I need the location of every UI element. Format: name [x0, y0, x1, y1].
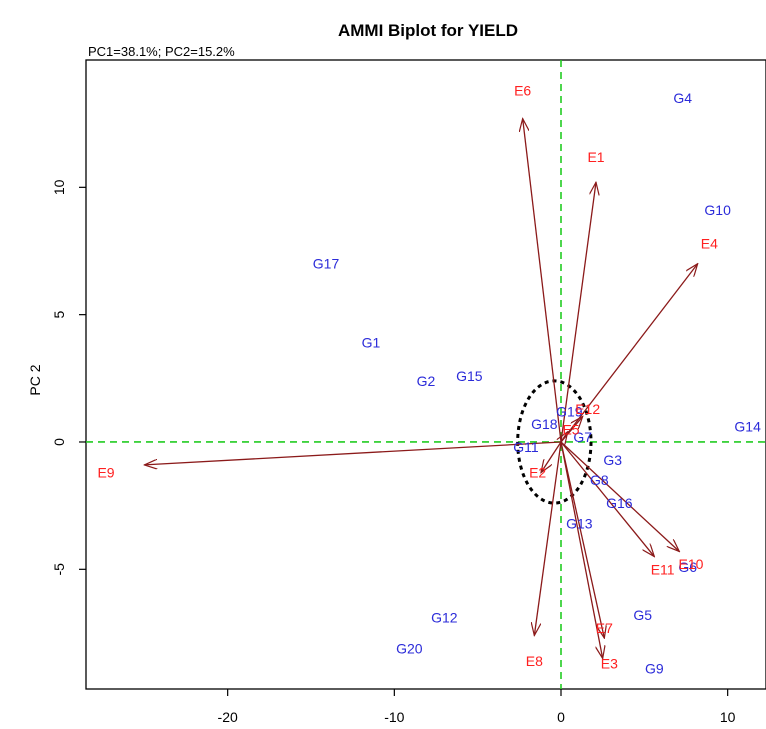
y-tick-label: -5: [51, 563, 67, 576]
genotype-label-g10: G10: [704, 202, 731, 218]
y-tick-label: 0: [51, 438, 67, 446]
x-tick-label: 10: [720, 709, 736, 725]
environment-label-e3: E3: [601, 656, 618, 672]
environment-label-e12: E12: [575, 401, 600, 417]
vector-e11: [560, 441, 654, 557]
chart-subtitle: PC1=38.1%; PC2=15.2%: [88, 44, 235, 59]
reference-lines: [86, 60, 766, 689]
genotype-label-g11: G11: [513, 439, 539, 455]
vector-e2: [541, 441, 562, 473]
genotype-label-g15: G15: [456, 368, 483, 384]
genotype-label-g9: G9: [645, 661, 664, 677]
vector-e4: [560, 264, 698, 443]
genotype-label-g19: G19: [556, 403, 583, 419]
y-tick-label: 10: [51, 179, 67, 195]
vector-e3: [560, 441, 603, 658]
genotype-label-g7: G7: [573, 429, 592, 445]
genotype-label-g4: G4: [673, 90, 692, 106]
chart-title: AMMI Biplot for YIELD: [338, 21, 518, 40]
genotype-labels: G1 G2 G3 G4 G5 G6 G7 G8 G9 G10 G11 G12 G13 G14 G15 G16 G…: [313, 90, 761, 676]
genotype-label-g13: G13: [566, 515, 593, 531]
genotype-label-g1: G1: [362, 335, 381, 351]
genotype-label-g8: G8: [590, 472, 609, 488]
x-tick-label: 0: [557, 709, 565, 725]
environment-label-e5: E5: [562, 421, 579, 437]
environment-label-e1: E1: [587, 149, 604, 165]
environment-label-e2: E2: [529, 465, 546, 481]
vector-e12: [560, 417, 583, 443]
genotype-label-g17: G17: [313, 256, 340, 272]
y-tick-label: 5: [51, 311, 67, 319]
y-axis: 10 5 0 -5: [51, 179, 86, 576]
vector-e8: [534, 441, 562, 636]
genotype-label-g20: G20: [396, 640, 423, 656]
genotype-label-g16: G16: [606, 495, 633, 511]
genotype-label-g5: G5: [633, 607, 652, 623]
plot-frame: [85, 59, 766, 690]
vector-e6: [523, 119, 562, 443]
genotype-label-g14: G14: [734, 419, 761, 435]
environment-label-e4: E4: [701, 235, 718, 251]
x-tick-label: -10: [384, 709, 404, 725]
vector-e9: [144, 441, 562, 465]
vector-e7: [560, 441, 604, 638]
genotype-label-g2: G2: [417, 373, 436, 389]
genotype-label-g3: G3: [603, 452, 622, 468]
x-axis: -20 -10 0 10: [218, 689, 736, 725]
vector-e1: [560, 182, 596, 443]
environment-label-e11: E11: [651, 561, 675, 577]
environment-label-e6: E6: [514, 83, 531, 99]
genotype-label-g6: G6: [678, 559, 697, 575]
environment-label-e8: E8: [526, 653, 543, 669]
genotype-label-g18: G18: [531, 416, 558, 432]
environment-label-e7: E7: [596, 620, 613, 636]
environment-vectors: [144, 119, 697, 659]
x-tick-label: -20: [218, 709, 238, 725]
vector-e10: [560, 441, 679, 552]
genotype-label-g12: G12: [431, 610, 458, 626]
environment-label-e9: E9: [97, 465, 114, 481]
y-axis-label: PC 2: [27, 364, 43, 395]
environment-label-e10: E10: [679, 556, 704, 572]
